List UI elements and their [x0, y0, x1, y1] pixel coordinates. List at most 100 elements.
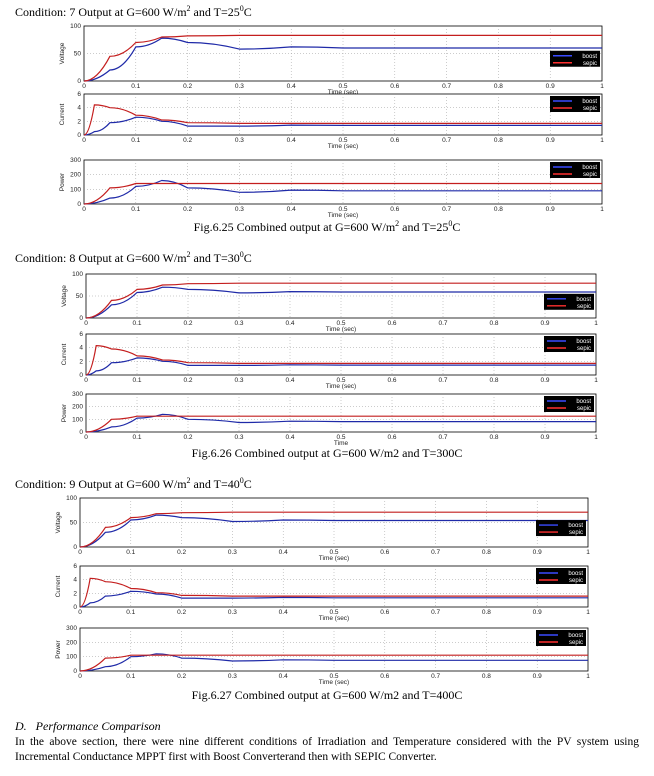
x-tick-label: 1 — [594, 434, 598, 441]
x-tick-label: 0.2 — [177, 673, 186, 680]
legend-label-sepic: sepic — [577, 346, 591, 352]
x-tick-label: 0.8 — [489, 434, 498, 441]
x-tick-label: 0.4 — [285, 320, 294, 327]
x-tick-label: 0.5 — [338, 137, 347, 144]
series-line-boost — [85, 357, 596, 376]
x-tick-label: 0.4 — [279, 609, 288, 616]
y-tick-label: 100 — [72, 416, 83, 423]
x-tick-label: 0.3 — [228, 609, 237, 616]
x-tick-label: 0.6 — [380, 673, 389, 680]
x-tick-label: 0.1 — [131, 137, 140, 144]
x-axis-label: Time (sec) — [319, 679, 349, 686]
y-tick-label: 100 — [72, 271, 83, 278]
y-tick-label: 6 — [79, 331, 83, 338]
panel-current: 0 0.1 0.2 0.3 0.4 0.5 0.6 0.7 0.8 0.9 1 0 2 4 6 Current… — [59, 91, 604, 150]
legend-label-boost: boost — [582, 54, 597, 60]
x-tick-label: 0.2 — [183, 83, 192, 90]
y-axis-label: Power — [61, 403, 68, 422]
panel-voltage: 0 0.1 0.2 0.3 0.4 0.5 0.6 0.7 0.8 0.9 1 0 50 100 Volta… — [61, 271, 598, 333]
x-tick-label: 0 — [78, 549, 82, 556]
y-tick-label: 2 — [73, 590, 77, 597]
x-tick-label: 0.6 — [390, 83, 399, 90]
y-axis-label: Voltage — [55, 511, 62, 533]
x-tick-label: 1 — [586, 549, 590, 556]
legend-label-sepic: sepic — [583, 106, 597, 112]
legend-label-sepic: sepic — [569, 640, 583, 646]
x-tick-label: 0.5 — [329, 549, 338, 556]
y-tick-label: 50 — [76, 293, 84, 300]
x-tick-label: 0.2 — [177, 549, 186, 556]
x-tick-label: 0.9 — [546, 206, 555, 213]
x-axis-label: Time — [334, 440, 349, 447]
x-tick-label: 0.7 — [431, 549, 440, 556]
y-tick-label: 0 — [79, 429, 83, 436]
x-tick-label: 0.1 — [126, 673, 135, 680]
x-tick-label: 0.1 — [126, 549, 135, 556]
legend-label-boost: boost — [568, 523, 583, 529]
legend-label-boost: boost — [576, 399, 591, 405]
y-axis-label: Current — [61, 343, 68, 365]
y-tick-label: 100 — [66, 495, 77, 502]
figure-6-25-caption: Fig.6.25 Combined output at G=600 W/m2 a… — [193, 219, 461, 234]
x-tick-label: 0.8 — [494, 83, 503, 90]
y-axis-label: Voltage — [59, 42, 66, 64]
x-tick-label: 0.7 — [438, 434, 447, 441]
x-tick-label: 0.7 — [442, 137, 451, 144]
x-axis-label: Time (sec) — [328, 143, 358, 150]
panel-power: 0 0.1 0.2 0.3 0.4 0.5 0.6 0.7 0.8 0.9 1 0 100 200 300 P… — [59, 157, 604, 219]
legend-label-sepic: sepic — [577, 304, 591, 310]
x-tick-label: 1 — [594, 377, 598, 384]
x-tick-label: 0.5 — [336, 320, 345, 327]
x-tick-label: 0.3 — [234, 377, 243, 384]
x-tick-label: 0 — [78, 609, 82, 616]
x-tick-label: 0.1 — [131, 83, 140, 90]
series-line-sepic — [85, 344, 596, 376]
x-tick-label: 0.6 — [390, 137, 399, 144]
x-tick-label: 0.6 — [387, 377, 396, 384]
legend-label-sepic: sepic — [569, 530, 583, 536]
x-tick-label: 0.5 — [338, 83, 347, 90]
x-tick-label: 0.1 — [131, 206, 140, 213]
legend-label-boost: boost — [568, 633, 583, 639]
x-tick-label: 0.3 — [235, 206, 244, 213]
x-tick-label: 0.2 — [177, 609, 186, 616]
x-tick-label: 0.5 — [329, 609, 338, 616]
figure-6-27-caption: Fig.6.27 Combined output at G=600 W/m2 a… — [191, 688, 463, 702]
x-axis-label: Time (sec) — [319, 615, 349, 622]
x-tick-label: 0.1 — [126, 609, 135, 616]
y-axis-label: Power — [55, 639, 62, 658]
y-tick-label: 0 — [79, 372, 83, 379]
series-line-boost — [79, 590, 588, 608]
x-tick-label: 0.4 — [279, 673, 288, 680]
x-tick-label: 1 — [600, 137, 604, 144]
y-tick-label: 0 — [79, 315, 83, 322]
y-tick-label: 2 — [79, 358, 83, 365]
x-axis-label: Time (sec) — [326, 383, 356, 390]
x-tick-label: 0.2 — [183, 206, 192, 213]
x-tick-label: 1 — [600, 206, 604, 213]
x-tick-label: 0.6 — [390, 206, 399, 213]
x-tick-label: 0.8 — [482, 609, 491, 616]
x-tick-label: 0.3 — [235, 83, 244, 90]
legend-label-sepic: sepic — [577, 406, 591, 412]
x-tick-label: 0.7 — [431, 673, 440, 680]
y-tick-label: 0 — [77, 78, 81, 85]
condition-7-heading: Condition: 7 Output at G=600 W/m2 and T=… — [15, 4, 252, 19]
y-tick-label: 200 — [66, 639, 77, 646]
x-tick-label: 0.9 — [533, 549, 542, 556]
y-tick-label: 0 — [73, 668, 77, 675]
y-tick-label: 0 — [77, 132, 81, 139]
x-tick-label: 0.8 — [489, 320, 498, 327]
x-tick-label: 0.9 — [540, 434, 549, 441]
x-tick-label: 0.1 — [132, 377, 141, 384]
x-tick-label: 1 — [594, 320, 598, 327]
y-tick-label: 0 — [73, 544, 77, 551]
x-tick-label: 0.9 — [533, 673, 542, 680]
x-tick-label: 0.8 — [489, 377, 498, 384]
legend-label-sepic: sepic — [569, 578, 583, 584]
y-axis-label: Power — [59, 172, 66, 191]
